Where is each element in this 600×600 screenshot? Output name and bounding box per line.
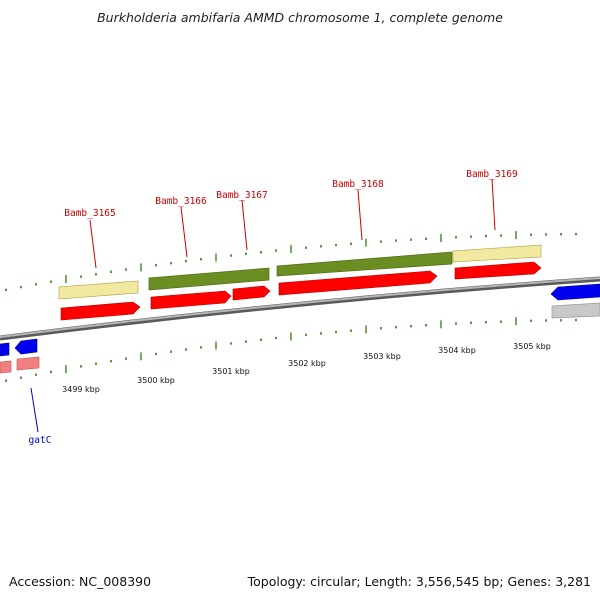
gene-label-bamb-3165[interactable]: Bamb_3165 bbox=[64, 208, 115, 219]
scale-label-3502: 3502 kbp bbox=[288, 359, 326, 368]
inner-tick-ring bbox=[5, 317, 577, 382]
cds-pale-left-b[interactable] bbox=[16, 356, 40, 371]
cds-track-left-fragments bbox=[0, 283, 600, 374]
gene-label-bamb-3168[interactable]: Bamb_3168 bbox=[332, 179, 384, 190]
cds-arrow-bamb-3165[interactable] bbox=[60, 301, 141, 321]
cds-track-forward bbox=[60, 261, 542, 321]
scale-label-3505: 3505 kbp bbox=[513, 342, 551, 351]
gene-label-bamb-3166[interactable]: Bamb_3166 bbox=[155, 196, 207, 207]
scale-label-3500: 3500 kbp bbox=[137, 376, 175, 385]
cds-arrow-right-blue[interactable] bbox=[550, 283, 600, 301]
scale-label-3499: 3499 kbp bbox=[62, 385, 100, 394]
cds-arrow-bamb-3167[interactable] bbox=[232, 285, 271, 301]
feature-block-3166-3167[interactable] bbox=[148, 267, 270, 291]
cds-arrow-bamb-3168[interactable] bbox=[278, 270, 438, 296]
scale-label-3503: 3503 kbp bbox=[363, 352, 401, 361]
feature-block-3169[interactable] bbox=[452, 244, 542, 263]
cds-arrow-bamb-3166[interactable] bbox=[150, 290, 232, 310]
gene-labels: Bamb_3165 Bamb_3166 Bamb_3167 Bamb_3168 … bbox=[29, 169, 518, 446]
feature-block-3165[interactable] bbox=[58, 280, 139, 300]
gene-label-bamb-3169[interactable]: Bamb_3169 bbox=[466, 169, 518, 180]
map-title: Burkholderia ambifaria AMMD chromosome 1… bbox=[97, 10, 503, 25]
cds-arrow-left-blue-a[interactable] bbox=[0, 342, 10, 357]
scale-labels: 3499 kbp 3500 kbp 3501 kbp 3502 kbp 3503… bbox=[62, 342, 551, 394]
cds-pale-left-a[interactable] bbox=[0, 360, 12, 374]
gene-label-bamb-3167[interactable]: Bamb_3167 bbox=[216, 190, 267, 201]
outer-tick-ring bbox=[5, 231, 577, 292]
feature-block-right-grey[interactable] bbox=[551, 302, 600, 319]
genome-summary-text: Topology: circular; Length: 3,556,545 bp… bbox=[247, 574, 591, 589]
chromosome-backbone bbox=[0, 276, 600, 341]
gene-label-gatc[interactable]: gatC bbox=[29, 435, 52, 446]
cds-arrow-bamb-3169[interactable] bbox=[454, 261, 542, 280]
accession-text: Accession: NC_008390 bbox=[9, 574, 151, 589]
cds-arrow-gatc[interactable] bbox=[14, 338, 38, 355]
feature-block-3168[interactable] bbox=[276, 251, 453, 277]
scale-label-3501: 3501 kbp bbox=[212, 367, 250, 376]
feature-track-outer bbox=[58, 244, 600, 319]
scale-label-3504: 3504 kbp bbox=[438, 346, 476, 355]
